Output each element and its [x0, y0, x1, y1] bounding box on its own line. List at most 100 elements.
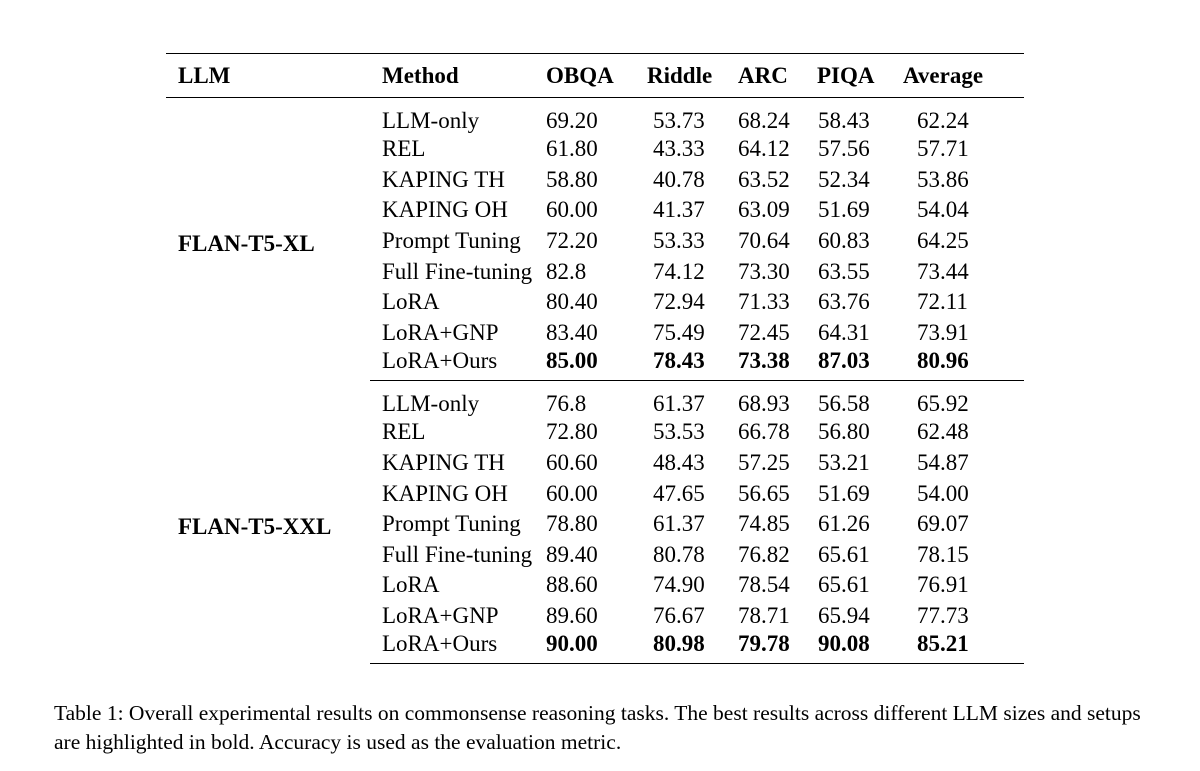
- average-value: 73.44: [917, 258, 969, 284]
- llm-name-cell: FLAN-T5-XL: [178, 231, 315, 257]
- obqa-value: 61.80: [546, 136, 598, 162]
- riddle-cell: 40.78: [647, 165, 738, 196]
- obqa-cell: 88.60: [546, 570, 647, 601]
- piqa-value: 63.55: [818, 258, 870, 284]
- obqa-value: 60.00: [546, 197, 598, 223]
- table-row: LoRA+Ours 85.00 78.43 73.38 87.03 80.96: [166, 348, 1024, 382]
- method-cell: KAPING TH: [382, 450, 505, 476]
- obqa-value: 85.00: [546, 348, 598, 374]
- riddle-value: 74.12: [653, 258, 705, 284]
- method-cell: KAPING OH: [382, 480, 508, 506]
- obqa-value: 60.00: [546, 480, 598, 506]
- average-cell: 73.91: [903, 318, 1024, 349]
- obqa-cell: 60.60: [546, 448, 647, 479]
- obqa-value: 90.00: [546, 631, 598, 657]
- average-value: 72.11: [917, 289, 968, 315]
- piqa-cell: 64.31: [817, 318, 903, 349]
- obqa-cell: 90.00: [546, 631, 647, 665]
- table-row: Prompt Tuning 72.20 53.33 70.64 60.83 64.25: [166, 226, 1024, 257]
- table-row: LoRA+GNP 83.40 75.49 72.45 64.31 73.91: [166, 318, 1024, 349]
- average-cell: 65.92: [903, 381, 1024, 418]
- obqa-cell: 83.40: [546, 318, 647, 349]
- riddle-value: 61.37: [653, 511, 705, 537]
- average-value: 57.71: [917, 136, 969, 162]
- table-row: FLAN-T5-XL LLM-only 69.20 53.73 68.24 58.43 62…: [166, 98, 1024, 256]
- method-cell: LoRA+Ours: [370, 631, 546, 665]
- obqa-value: 83.40: [546, 319, 598, 345]
- piqa-value: 52.34: [818, 166, 870, 192]
- arc-cell: 73.30: [738, 256, 817, 287]
- average-value: 85.21: [917, 631, 969, 657]
- piqa-value: 56.58: [818, 391, 870, 417]
- obqa-cell: 61.80: [546, 134, 647, 165]
- average-value: 54.04: [917, 197, 969, 223]
- piqa-value: 58.43: [818, 108, 870, 133]
- obqa-cell: 60.00: [546, 478, 647, 509]
- arc-cell: 63.52: [738, 165, 817, 196]
- method-cell: KAPING OH: [382, 197, 508, 223]
- obqa-value: 60.60: [546, 450, 598, 476]
- average-value: 54.87: [917, 450, 969, 476]
- obqa-value: 80.40: [546, 289, 598, 315]
- riddle-cell: 78.43: [647, 348, 738, 382]
- results-table: LLM Method OBQA Riddle ARC PIQA Average …: [166, 53, 1024, 665]
- riddle-value: 53.53: [653, 419, 705, 445]
- method-cell: LoRA+Ours: [370, 348, 546, 382]
- method-cell: LoRA: [382, 572, 440, 598]
- piqa-value: 60.83: [818, 228, 870, 254]
- table-row: Full Fine-tuning 82.8 74.12 73.30 63.55 73.44: [166, 256, 1024, 287]
- average-value: 69.07: [917, 511, 969, 537]
- riddle-cell: 80.78: [647, 540, 738, 571]
- riddle-cell: 53.73: [647, 98, 738, 135]
- arc-cell: 78.54: [738, 570, 817, 601]
- method-cell: LoRA+GNP: [382, 603, 499, 629]
- arc-cell: 56.65: [738, 478, 817, 509]
- group-flan-t5-xl: FLAN-T5-XL LLM-only 69.20 53.73 68.24 58.43 62…: [166, 98, 1024, 382]
- arc-value: 73.38: [738, 348, 790, 374]
- average-value: 76.91: [917, 572, 969, 598]
- riddle-value: 47.65: [653, 480, 705, 506]
- table-row: KAPING OH 60.00 47.65 56.65 51.69 54.00: [166, 478, 1024, 509]
- average-cell: 78.15: [903, 540, 1024, 571]
- piqa-value: 61.26: [818, 511, 870, 537]
- piqa-value: 51.69: [818, 197, 870, 223]
- arc-cell: 72.45: [738, 318, 817, 349]
- table-row: KAPING TH 60.60 48.43 57.25 53.21 54.87: [166, 448, 1024, 479]
- riddle-value: 40.78: [653, 166, 705, 192]
- riddle-value: 43.33: [653, 136, 705, 162]
- riddle-cell: 80.98: [647, 631, 738, 665]
- piqa-cell: 56.58: [817, 381, 903, 418]
- arc-value: 57.25: [738, 450, 790, 476]
- piqa-cell: 63.76: [817, 287, 903, 318]
- average-value: 65.92: [917, 391, 969, 417]
- method-cell: Full Fine-tuning: [382, 258, 533, 284]
- piqa-cell: 63.55: [817, 256, 903, 287]
- method-cell: Prompt Tuning: [382, 228, 521, 254]
- average-cell: 80.96: [903, 348, 1024, 382]
- arc-value: 70.64: [738, 228, 790, 254]
- obqa-value: 72.20: [546, 228, 598, 254]
- piqa-cell: 87.03: [817, 348, 903, 382]
- piqa-value: 65.94: [818, 603, 870, 629]
- average-cell: 57.71: [903, 134, 1024, 165]
- results-table-container: LLM Method OBQA Riddle ARC PIQA Average …: [166, 53, 1024, 665]
- arc-cell: 66.78: [738, 417, 817, 448]
- table-caption: Table 1: Overall experimental results on…: [54, 701, 1141, 754]
- piqa-cell: 58.43: [817, 98, 903, 135]
- llm-name-cell: FLAN-T5-XXL: [178, 514, 332, 540]
- arc-value: 64.12: [738, 136, 790, 162]
- riddle-cell: 47.65: [647, 478, 738, 509]
- average-cell: 76.91: [903, 570, 1024, 601]
- piqa-value: 87.03: [818, 348, 870, 374]
- riddle-cell: 74.12: [647, 256, 738, 287]
- piqa-value: 65.61: [818, 572, 870, 598]
- obqa-cell: 89.40: [546, 540, 647, 571]
- piqa-cell: 61.26: [817, 509, 903, 540]
- piqa-cell: 56.80: [817, 417, 903, 448]
- arc-value: 66.78: [738, 419, 790, 445]
- arc-value: 56.65: [738, 480, 790, 506]
- obqa-value: 89.40: [546, 541, 598, 567]
- average-cell: 64.25: [903, 226, 1024, 257]
- arc-cell: 76.82: [738, 540, 817, 571]
- method-cell: LLM-only: [382, 391, 480, 417]
